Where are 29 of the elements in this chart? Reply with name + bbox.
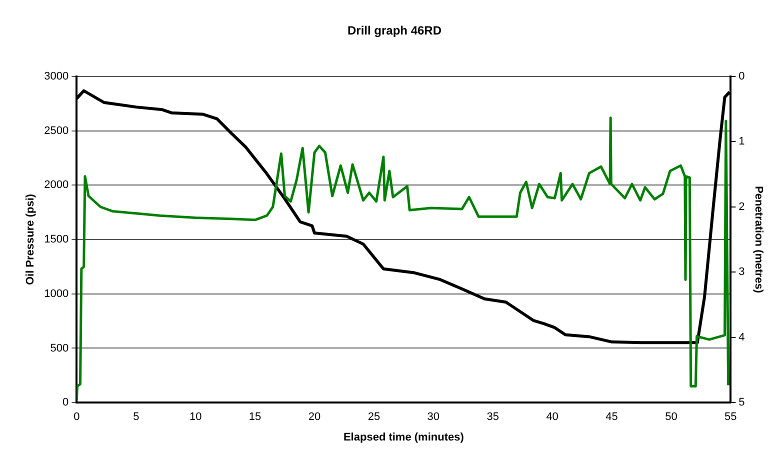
x-tick-label: 0: [74, 411, 80, 424]
chart-title: Drill graph 46RD: [347, 24, 442, 38]
x-tick-label: 10: [189, 411, 202, 424]
y-tick-label: 3000: [44, 70, 69, 82]
y-tick-label: 2000: [44, 179, 69, 192]
x-tick-label: 20: [308, 411, 321, 424]
y-tick-label: 2500: [44, 124, 69, 137]
x-tick-label: 55: [724, 411, 737, 424]
x-tick-label: 5: [133, 411, 140, 424]
x-tick-label: 15: [248, 411, 262, 424]
y-tick-label: 0: [62, 396, 69, 409]
y2-tick-label: 2: [738, 200, 745, 213]
y-tick-label: 1000: [44, 288, 69, 300]
y2-tick-label: 3: [738, 266, 745, 278]
x-tick-label: 30: [427, 411, 440, 424]
y2-tick-label: 0: [738, 70, 745, 82]
x-tick-label: 40: [546, 411, 558, 424]
x-tick-label: 50: [665, 411, 678, 424]
y2-tick-label: 4: [738, 331, 745, 344]
x-tick-label: 25: [368, 411, 380, 424]
y-tick-label: 500: [50, 342, 69, 354]
y-tick-label: 1500: [44, 234, 69, 246]
y2-axis-title: Penetration (metres): [752, 186, 764, 294]
y-axis-title: Oil Pressure (psi): [24, 194, 37, 286]
y2-tick-label: 5: [738, 396, 745, 409]
x-tick-label: 35: [486, 411, 499, 424]
x-tick-label: 45: [606, 411, 618, 424]
x-axis-title: Elapsed time (minutes): [343, 431, 464, 444]
y2-tick-label: 1: [738, 136, 745, 148]
